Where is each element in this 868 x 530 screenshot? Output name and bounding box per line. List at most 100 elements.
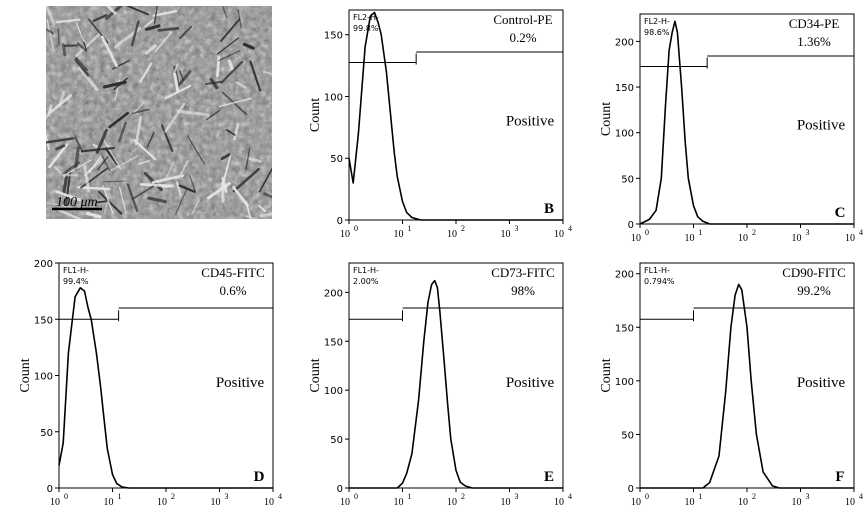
x-tick-exponent: 1 (118, 492, 122, 501)
cell-streak (46, 108, 51, 120)
x-tick-label: 10 (501, 229, 511, 240)
cell-streak (189, 175, 196, 192)
y-tick-label: 100 (34, 372, 53, 383)
cell-streak (164, 102, 186, 133)
cell-streak (209, 77, 219, 90)
cell-streak (164, 84, 192, 100)
cell-streak (258, 204, 267, 213)
x-tick-label: 10 (738, 497, 748, 508)
cell-streak (222, 154, 232, 182)
x-tick-label: 10 (501, 497, 511, 508)
cell-streak (220, 153, 231, 161)
cell-streak (147, 196, 167, 204)
histogram-panel-f: 050100150200100101102103104CountFL1-H-0.… (599, 262, 863, 508)
cell-streak (80, 167, 109, 189)
histogram-line (639, 20, 854, 225)
y-tick-label: 50 (40, 428, 53, 439)
cell-streak (246, 156, 262, 163)
cell-streak (164, 160, 175, 181)
cell-streak (55, 190, 81, 202)
cell-streak (111, 60, 130, 70)
x-tick-exponent: 3 (515, 224, 519, 233)
cell-streak (134, 115, 142, 146)
x-tick-exponent: 0 (64, 492, 68, 501)
negative-percent: 99.8% (353, 24, 379, 33)
cell-streak (244, 215, 260, 219)
cell-streak (100, 153, 111, 172)
histogram-panel-e: 050100150200100101102103104CountFL1-H-2.… (308, 262, 572, 508)
cell-streak (75, 22, 85, 43)
cell-streak (226, 129, 236, 136)
y-tick-label: 0 (337, 216, 343, 227)
x-tick-exponent: 0 (354, 492, 358, 501)
x-tick-exponent: 3 (806, 492, 810, 501)
x-tick-label: 10 (447, 497, 457, 508)
x-tick-label: 10 (738, 233, 748, 244)
cell-streak (85, 211, 102, 219)
cell-streak (180, 160, 189, 175)
cell-streak (46, 27, 55, 35)
cell-streak (144, 19, 154, 28)
x-tick-label: 10 (685, 497, 695, 508)
positive-region-label: Positive (506, 114, 555, 130)
cell-streak (77, 66, 99, 91)
cell-streak (220, 60, 244, 84)
cell-streak (95, 200, 107, 204)
y-axis-label: Count (308, 98, 323, 132)
cell-streak (125, 6, 150, 16)
panel-letter: B (544, 201, 554, 217)
positive-percent: 98% (511, 283, 535, 298)
cell-streak (98, 190, 123, 215)
x-tick-exponent: 4 (568, 492, 572, 501)
x-tick-exponent: 3 (806, 228, 810, 237)
cell-streak (132, 108, 150, 115)
cell-streak (242, 42, 255, 50)
y-tick-label: 150 (615, 323, 634, 334)
y-tick-label: 100 (615, 377, 634, 388)
cell-streak (178, 184, 196, 193)
x-tick-label: 10 (394, 229, 404, 240)
histogram-line (348, 11, 563, 221)
cell-streak (258, 167, 272, 193)
x-tick-label: 10 (554, 497, 564, 508)
cell-streak (245, 201, 252, 219)
cell-streak (175, 187, 188, 216)
x-tick-exponent: 2 (461, 492, 465, 501)
cell-streak (232, 167, 260, 193)
cell-streak (88, 154, 103, 173)
x-tick-exponent: 2 (752, 492, 756, 501)
x-tick-label: 10 (394, 497, 404, 508)
channel-label: FL1-H- (644, 266, 670, 275)
positive-percent: 1.36% (797, 34, 831, 49)
positive-region-label: Positive (216, 375, 265, 391)
y-tick-label: 50 (330, 154, 343, 165)
positive-region-label: Positive (797, 375, 846, 391)
cell-streak (55, 18, 81, 24)
cell-streak (173, 72, 180, 93)
x-tick-label: 10 (792, 233, 802, 244)
x-tick-label: 10 (845, 233, 855, 244)
positive-percent: 0.2% (509, 30, 536, 45)
cell-streak (263, 71, 272, 75)
cell-streak (46, 132, 50, 151)
y-tick-label: 0 (47, 484, 53, 495)
x-tick-exponent: 4 (859, 492, 863, 501)
x-tick-exponent: 1 (699, 492, 703, 501)
negative-percent: 99.4% (63, 277, 89, 286)
x-tick-exponent: 0 (354, 224, 358, 233)
x-tick-label: 10 (340, 497, 350, 508)
cell-streak (103, 140, 122, 170)
cell-streak (46, 6, 56, 26)
x-tick-label: 10 (845, 497, 855, 508)
cell-streak (161, 124, 174, 152)
micrograph-panel: 100 μm (46, 6, 272, 219)
cell-streak (145, 24, 161, 31)
cell-streak (92, 14, 108, 23)
channel-label: FL2-H- (644, 17, 670, 26)
x-tick-exponent: 2 (171, 492, 175, 501)
cell-streak (235, 80, 247, 89)
cell-streak (178, 70, 185, 82)
cell-streak (105, 6, 124, 20)
cell-streak (206, 181, 231, 200)
